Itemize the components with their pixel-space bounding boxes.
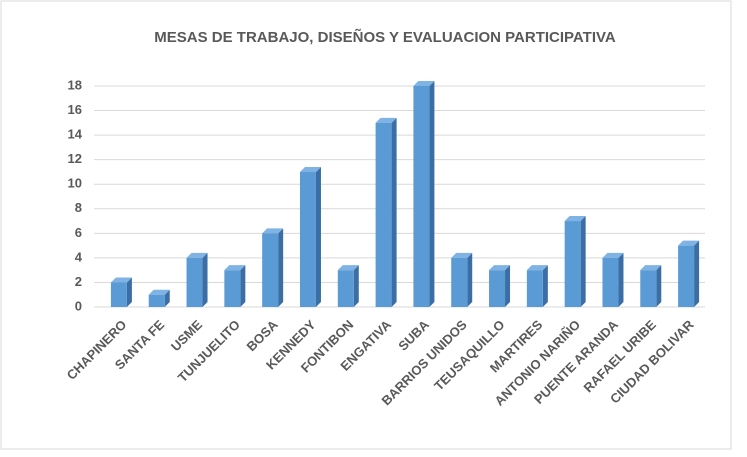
y-tick-label: 6 — [75, 225, 82, 240]
y-tick-label: 4 — [75, 249, 83, 264]
bar — [110, 277, 132, 307]
y-tick-label: 18 — [68, 77, 82, 92]
y-tick-label: 0 — [75, 298, 82, 313]
bar — [526, 265, 548, 307]
chart-title: MESAS DE TRABAJO, DISEÑOS Y EVALUACION P… — [154, 28, 616, 46]
bar — [299, 166, 321, 307]
bar — [678, 240, 700, 307]
bar — [148, 289, 170, 307]
bar — [186, 252, 208, 307]
y-tick-label: 2 — [75, 274, 82, 289]
bar — [451, 252, 473, 307]
y-tick-label: 14 — [68, 127, 83, 142]
bar — [262, 228, 284, 307]
bar — [224, 265, 246, 307]
bar — [640, 265, 662, 307]
bar — [375, 117, 397, 307]
y-tick-label: 16 — [68, 102, 82, 117]
bar — [564, 216, 586, 307]
y-tick-label: 10 — [68, 176, 82, 191]
bar — [413, 81, 435, 307]
bar — [602, 252, 624, 307]
bar — [337, 265, 359, 307]
chart-frame — [0, 0, 732, 450]
bar — [489, 265, 511, 307]
y-tick-label: 12 — [68, 151, 82, 166]
y-tick-label: 8 — [75, 200, 82, 215]
